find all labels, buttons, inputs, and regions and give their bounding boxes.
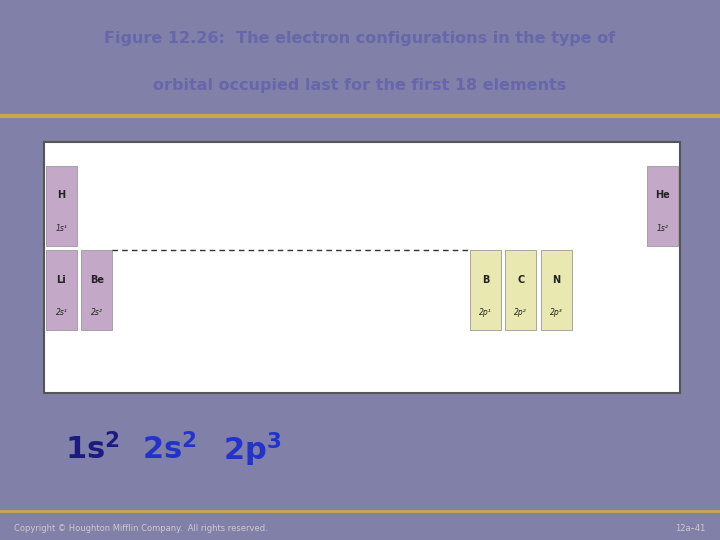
Text: 12a–41: 12a–41 [675,524,706,533]
Text: orbital occupied last for the first 18 elements: orbital occupied last for the first 18 e… [153,78,567,93]
Text: $\mathbf{1s^2}$: $\mathbf{1s^2}$ [65,434,120,466]
Text: $\mathbf{2s^2}$: $\mathbf{2s^2}$ [142,434,197,466]
Text: 2p¹: 2p¹ [479,308,492,317]
Text: $\mathbf{2p^3}$: $\mathbf{2p^3}$ [223,430,282,469]
FancyBboxPatch shape [46,166,77,246]
Text: B: B [482,274,489,285]
Text: Be: Be [90,274,104,285]
Text: 1s¹: 1s¹ [55,224,68,233]
Text: H: H [58,191,66,200]
FancyBboxPatch shape [81,250,112,330]
FancyBboxPatch shape [44,142,680,393]
Text: 2p²: 2p² [514,308,527,317]
Text: He: He [654,191,670,200]
FancyBboxPatch shape [470,250,501,330]
Text: N: N [552,274,560,285]
Text: 2s²: 2s² [91,308,103,317]
FancyBboxPatch shape [541,250,572,330]
FancyBboxPatch shape [647,166,678,246]
Text: Copyright © Houghton Mifflin Company.  All rights reserved.: Copyright © Houghton Mifflin Company. Al… [14,524,268,533]
FancyBboxPatch shape [505,250,536,330]
Text: Figure 12.26:  The electron configurations in the type of: Figure 12.26: The electron configuration… [104,31,616,45]
Text: C: C [517,274,524,285]
Text: 2p³: 2p³ [549,308,562,317]
Text: 2s¹: 2s¹ [55,308,68,317]
Text: Li: Li [57,274,66,285]
FancyBboxPatch shape [46,250,77,330]
Text: 1s²: 1s² [656,224,668,233]
